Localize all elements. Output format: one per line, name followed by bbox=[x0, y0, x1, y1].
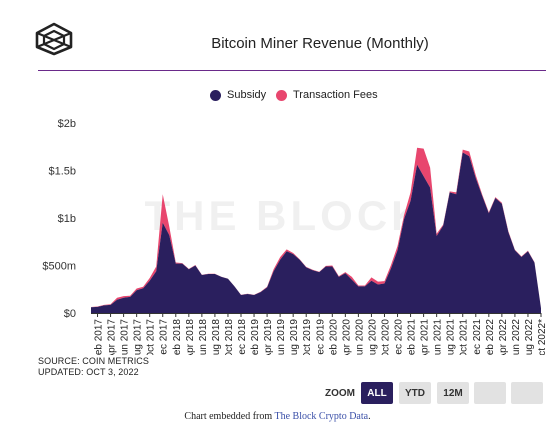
x-tick-label: Jun 2017 bbox=[120, 319, 131, 355]
y-tick-label: $1.5b bbox=[48, 166, 76, 178]
x-tick-label: Dec 2017 bbox=[159, 319, 170, 355]
zoom-ytd-button[interactable]: YTD bbox=[399, 382, 431, 404]
x-tick-label: Aug 2022 bbox=[524, 319, 535, 355]
series-area-subsidy bbox=[91, 152, 541, 313]
embed-link[interactable]: The Block Crypto Data bbox=[274, 411, 369, 422]
source-note: SOURCE: COIN METRICS UPDATED: OCT 3, 202… bbox=[38, 356, 149, 378]
zoom-all-button[interactable]: ALL bbox=[361, 382, 393, 404]
x-tick-label: Aug 2021 bbox=[446, 319, 457, 355]
x-tick-label: Jun 2019 bbox=[276, 319, 287, 355]
updated-text: UPDATED: OCT 3, 2022 bbox=[38, 367, 139, 377]
y-tick-label: $1b bbox=[58, 213, 76, 225]
zoom-12m-button[interactable]: 12M bbox=[437, 382, 469, 404]
x-tick-label: Jun 2020 bbox=[354, 319, 365, 355]
x-axis: Feb 2017 Apr 2017 Jun 2017 Aug 2017 Oct 2017… bbox=[94, 313, 548, 355]
x-tick-label: Oct 2018 bbox=[224, 319, 235, 355]
chart-legend: Subsidy Transaction Fees bbox=[0, 89, 555, 109]
legend-swatch-subsidy bbox=[210, 89, 221, 101]
y-axis: $0 $500m $1b $1.5b $2b bbox=[42, 118, 76, 320]
x-tick-label: Feb 2019 bbox=[250, 319, 261, 355]
the-block-cube-logo-icon bbox=[35, 22, 73, 56]
x-tick-label: Apr 2019 bbox=[263, 319, 274, 355]
y-tick-label: $2b bbox=[58, 118, 76, 130]
x-tick-label: Dec 2021 bbox=[472, 319, 483, 355]
x-tick-label: Jun 2022 bbox=[511, 319, 522, 355]
x-tick-label: Apr 2020 bbox=[341, 319, 352, 355]
x-tick-label: Dec 2018 bbox=[237, 319, 248, 355]
legend-item-transaction-fees[interactable]: Transaction Fees bbox=[276, 89, 378, 101]
x-tick-label: Jun 2018 bbox=[198, 319, 209, 355]
legend-label-subsidy: Subsidy bbox=[227, 89, 267, 101]
embed-prefix: Chart embedded from bbox=[184, 411, 275, 422]
zoom-label: ZOOM bbox=[325, 388, 355, 399]
embed-note: Chart embedded from The Block Crypto Dat… bbox=[0, 411, 555, 422]
header-divider bbox=[38, 70, 546, 71]
x-tick-label: Oct 2022* bbox=[537, 319, 548, 355]
x-tick-label: Dec 2020 bbox=[394, 319, 405, 355]
miner-revenue-area-chart: THE BLOCK $0$500m$1b$1.5b$2b Feb 2017 Apr… bbox=[42, 118, 548, 355]
x-tick-label: Oct 2021 bbox=[459, 319, 470, 355]
zoom-range-button-4[interactable] bbox=[474, 382, 506, 404]
x-tick-label: Jun 2021 bbox=[433, 319, 444, 355]
x-tick-label: Aug 2020 bbox=[367, 319, 378, 355]
y-tick-label: $500m bbox=[42, 261, 76, 273]
legend-item-subsidy[interactable]: Subsidy bbox=[210, 89, 266, 101]
x-tick-label: Apr 2021 bbox=[420, 319, 431, 355]
x-tick-label: Feb 2022 bbox=[485, 319, 496, 355]
x-tick-label: Dec 2019 bbox=[315, 319, 326, 355]
x-tick-label: Feb 2018 bbox=[172, 319, 183, 355]
x-tick-label: Oct 2017 bbox=[146, 319, 157, 355]
x-tick-label: Oct 2019 bbox=[302, 319, 313, 355]
x-tick-label: Oct 2020 bbox=[380, 319, 391, 355]
plot-area bbox=[91, 147, 541, 313]
x-tick-label: Apr 2017 bbox=[107, 319, 118, 355]
x-tick-label: Apr 2022 bbox=[498, 319, 509, 355]
embed-suffix: . bbox=[368, 411, 371, 422]
x-tick-label: Feb 2020 bbox=[328, 319, 339, 355]
chart-title: Bitcoin Miner Revenue (Monthly) bbox=[211, 35, 429, 52]
source-text: SOURCE: COIN METRICS bbox=[38, 356, 150, 366]
x-tick-label: Aug 2019 bbox=[289, 319, 300, 355]
zoom-range-button-5[interactable] bbox=[511, 382, 543, 404]
x-tick-label: Apr 2018 bbox=[185, 319, 196, 355]
chart-header: Bitcoin Miner Revenue (Monthly) bbox=[0, 0, 555, 72]
x-tick-label: Feb 2017 bbox=[94, 319, 105, 355]
legend-swatch-transaction-fees bbox=[276, 89, 287, 101]
y-tick-label: $0 bbox=[64, 308, 76, 320]
x-tick-label: Aug 2018 bbox=[211, 319, 222, 355]
x-tick-label: Feb 2021 bbox=[407, 319, 418, 355]
legend-label-transaction-fees: Transaction Fees bbox=[293, 89, 378, 101]
chart-watermark: THE BLOCK bbox=[145, 192, 426, 239]
x-tick-label: Aug 2017 bbox=[133, 319, 144, 355]
